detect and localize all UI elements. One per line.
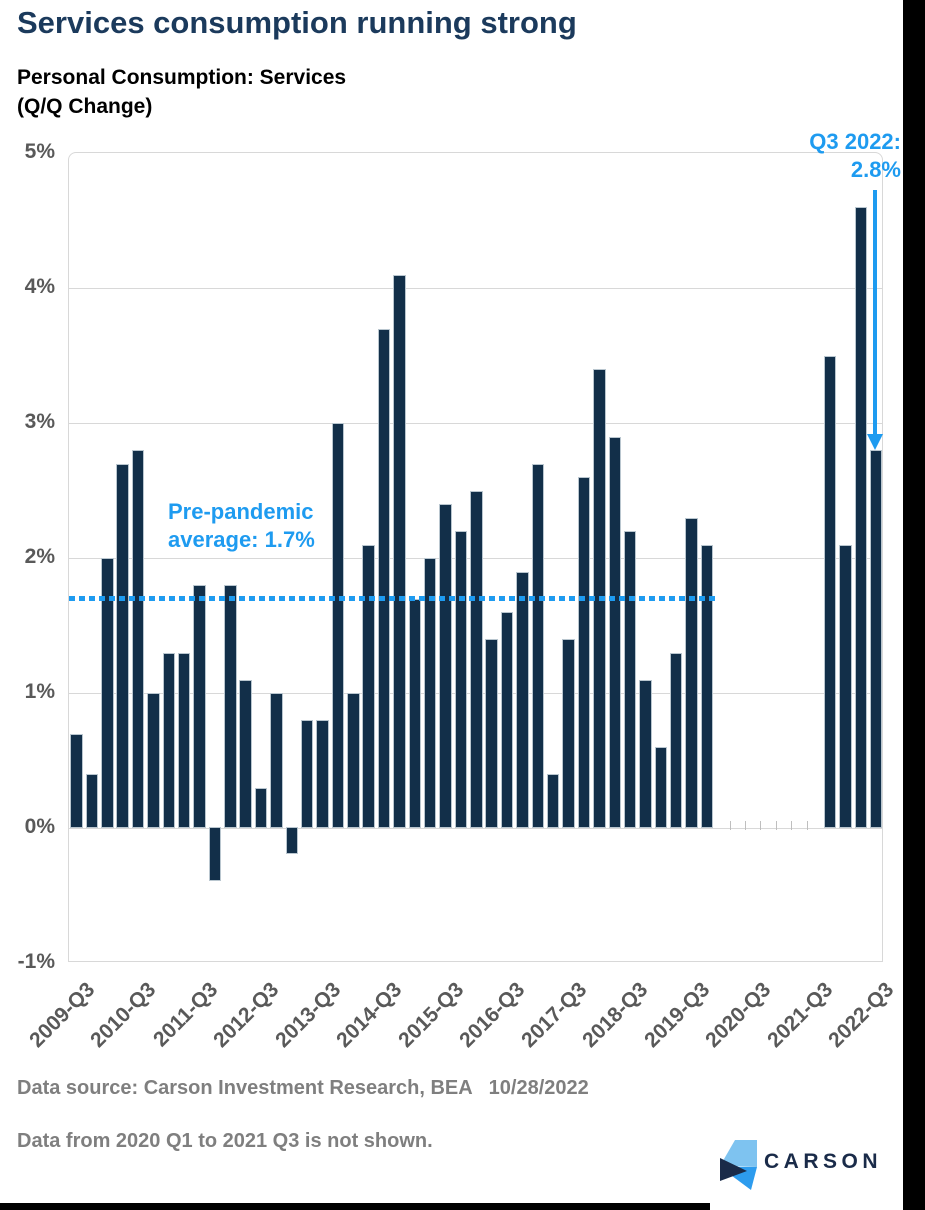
data-note-text: Data from 2020 Q1 to 2021 Q3 is not show… [17,1130,433,1152]
bar-2015-Q3 [439,504,452,828]
bar-2013-Q1 [285,827,299,854]
bar-2010-Q3 [131,450,145,828]
x-axis-label: 2017-Q3 [516,978,592,1053]
annotation-arrow-icon [867,190,883,450]
bar-2013-Q2 [300,720,314,828]
x-axis-label: 2014-Q3 [332,978,407,1053]
bar-2012-Q1 [224,585,237,828]
bar-2016-Q3 [500,612,514,828]
bar-2022-Q3 [869,450,883,828]
bar-2018-Q4 [639,679,652,828]
bar-2016-Q2 [485,639,498,828]
x-axis-label: 2011-Q3 [148,978,222,1052]
y-axis-label: 3% [24,410,55,433]
bar-2017-Q4 [577,477,591,828]
x-axis-label: 2021-Q3 [763,978,838,1053]
bar-2022-Q2 [854,207,867,828]
average-line-annotation: Pre-pandemic average: 1.7% [168,499,315,552]
bar-2011-Q3 [193,585,206,828]
bar-2011-Q1 [162,652,176,828]
bar-2011-Q2 [177,652,191,828]
x-axis-label: 2018-Q3 [578,978,653,1053]
carson-logo: CARSON [716,1138,886,1194]
bar-2014-Q4 [393,274,406,828]
bar-2016-Q4 [516,571,529,828]
bar-2010-Q1 [101,558,114,828]
chart-subtitle: Personal Consumption: Services (Q/Q Chan… [17,63,346,121]
bar-2010-Q4 [147,693,160,828]
page-title: Services consumption running strong [17,5,577,40]
data-source-text: Data source: Carson Investment Research,… [17,1077,589,1099]
chart-subtitle-line1: Personal Consumption: Services [17,66,347,89]
bar-2012-Q4 [270,693,283,828]
bar-2009-Q3 [70,733,83,828]
gap-tick [806,821,808,830]
x-axis-label: 2016-Q3 [455,978,530,1053]
gridline [69,287,882,289]
bar-2022-Q1 [839,544,852,828]
y-axis-label: 2% [24,545,55,568]
y-axis-label: 1% [24,680,55,703]
x-axis-label: 2019-Q3 [639,978,715,1053]
bar-2013-Q4 [331,423,345,828]
bottom-edge-black-bar [0,1203,710,1210]
y-axis-label: 4% [24,275,55,298]
gridline [69,422,882,424]
x-axis-label: 2013-Q3 [270,978,345,1053]
bar-2012-Q2 [239,679,252,828]
gap-tick [729,821,731,830]
y-axis-label: 5% [24,140,55,163]
bar-2021-Q4 [823,355,837,828]
gap-tick [791,821,793,830]
gridline [69,827,882,829]
bar-2010-Q2 [116,463,129,828]
bar-2015-Q2 [423,558,437,828]
x-axis-label: 2020-Q3 [701,978,776,1053]
x-axis-label: 2015-Q3 [393,978,468,1053]
average-dotted-line [69,596,715,601]
bar-2017-Q2 [546,774,560,828]
x-axis-label: 2012-Q3 [209,978,284,1053]
bar-2018-Q2 [608,436,621,828]
bar-2012-Q3 [254,787,268,828]
bar-2014-Q2 [362,544,375,828]
bar-2011-Q4 [208,827,222,881]
carson-logo-icon [720,1140,757,1190]
bar-2019-Q4 [700,544,714,828]
gap-tick [775,821,777,830]
bar-2014-Q3 [377,328,391,828]
gap-tick [745,821,747,830]
bar-2016-Q1 [470,490,483,828]
x-axis-label: 2009-Q3 [24,978,99,1053]
bar-2017-Q1 [531,463,545,828]
chart-plot-area [68,152,883,962]
gap-tick [760,821,762,830]
bar-2013-Q3 [316,720,329,828]
chart-subtitle-line2: (Q/Q Change) [17,95,153,118]
bar-2009-Q4 [85,774,99,828]
bar-2015-Q1 [408,598,422,828]
bar-2019-Q1 [654,747,668,828]
y-axis-label: -1% [17,950,55,973]
right-edge-black-bar [903,0,925,1210]
bar-2019-Q3 [685,517,698,828]
x-axis-label: 2010-Q3 [86,978,161,1053]
bar-2014-Q1 [347,693,360,828]
x-axis-label: 2022-Q3 [824,978,899,1053]
bar-2015-Q4 [454,531,468,828]
carson-logo-text: CARSON [764,1150,883,1173]
bar-2019-Q2 [670,652,683,828]
y-axis-label: 0% [24,815,55,838]
bar-2017-Q3 [562,639,575,828]
latest-value-annotation: Q3 2022: 2.8% [809,129,901,182]
bar-2018-Q3 [623,531,637,828]
